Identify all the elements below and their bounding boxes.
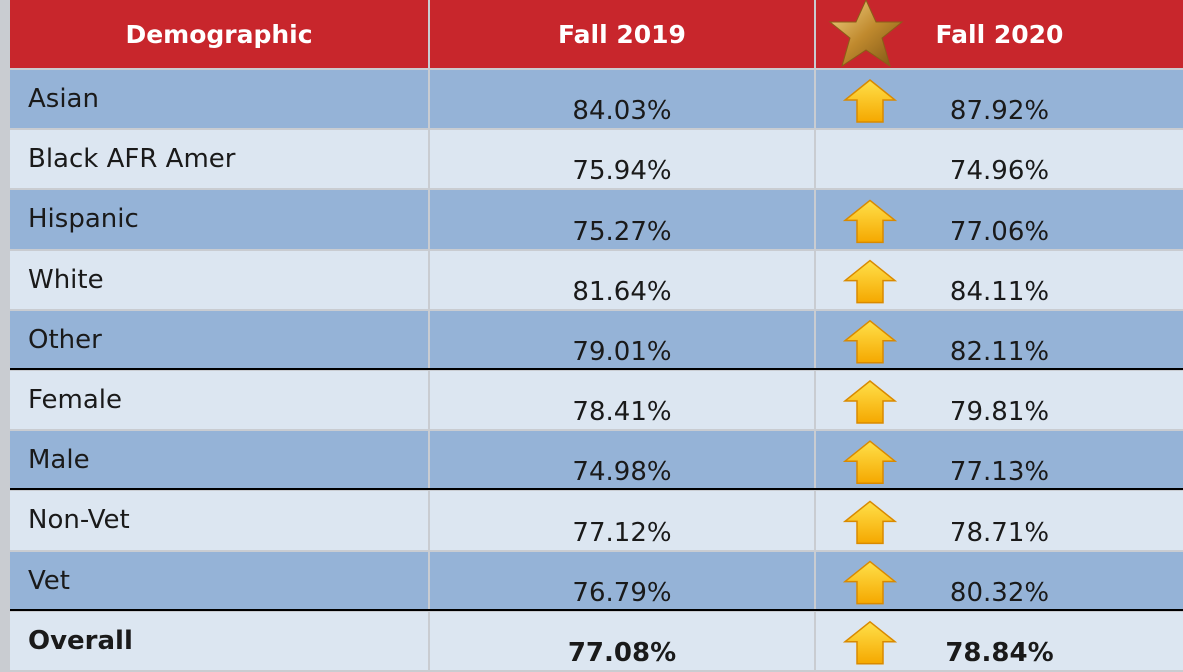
up-arrow bbox=[842, 500, 898, 545]
row-label: Male bbox=[10, 431, 428, 490]
value-cell: 78.41% bbox=[430, 371, 814, 430]
up-arrow bbox=[842, 620, 898, 665]
row-label: Hispanic bbox=[10, 190, 428, 249]
value-cell: 74.98% bbox=[430, 431, 814, 490]
up-arrow bbox=[842, 79, 898, 123]
row-label: Asian bbox=[10, 70, 428, 129]
separator bbox=[10, 608, 1183, 611]
row-label: Other bbox=[10, 310, 428, 369]
up-arrow bbox=[842, 440, 898, 484]
row-label: Vet bbox=[10, 551, 428, 610]
value-cell: 77.12% bbox=[430, 491, 814, 550]
up-arrow bbox=[842, 319, 898, 364]
star bbox=[828, 0, 904, 68]
value-cell: 79.01% bbox=[430, 310, 814, 369]
header-cell: Demographic bbox=[10, 0, 428, 68]
value-cell: 75.94% bbox=[430, 130, 814, 189]
value-cell: 75.27% bbox=[430, 190, 814, 249]
value-cell: 76.79% bbox=[430, 551, 814, 610]
value-cell: 77.08% bbox=[430, 611, 814, 670]
header-cell: Fall 2019 bbox=[430, 0, 814, 68]
value-cell: 74.96% bbox=[816, 130, 1183, 189]
up-arrow bbox=[842, 259, 898, 304]
separator bbox=[10, 368, 1183, 370]
row-label: Non-Vet bbox=[10, 491, 428, 550]
row-label: White bbox=[10, 250, 428, 309]
separator bbox=[10, 488, 1183, 491]
value-cell: 81.64% bbox=[430, 250, 814, 309]
row-label: Black AFR Amer bbox=[10, 130, 428, 189]
row-label: Female bbox=[10, 371, 428, 430]
up-arrow bbox=[842, 380, 898, 424]
value-cell: 84.03% bbox=[430, 70, 814, 129]
row-label: Overall bbox=[10, 611, 428, 670]
up-arrow bbox=[842, 199, 898, 244]
up-arrow bbox=[842, 560, 898, 605]
